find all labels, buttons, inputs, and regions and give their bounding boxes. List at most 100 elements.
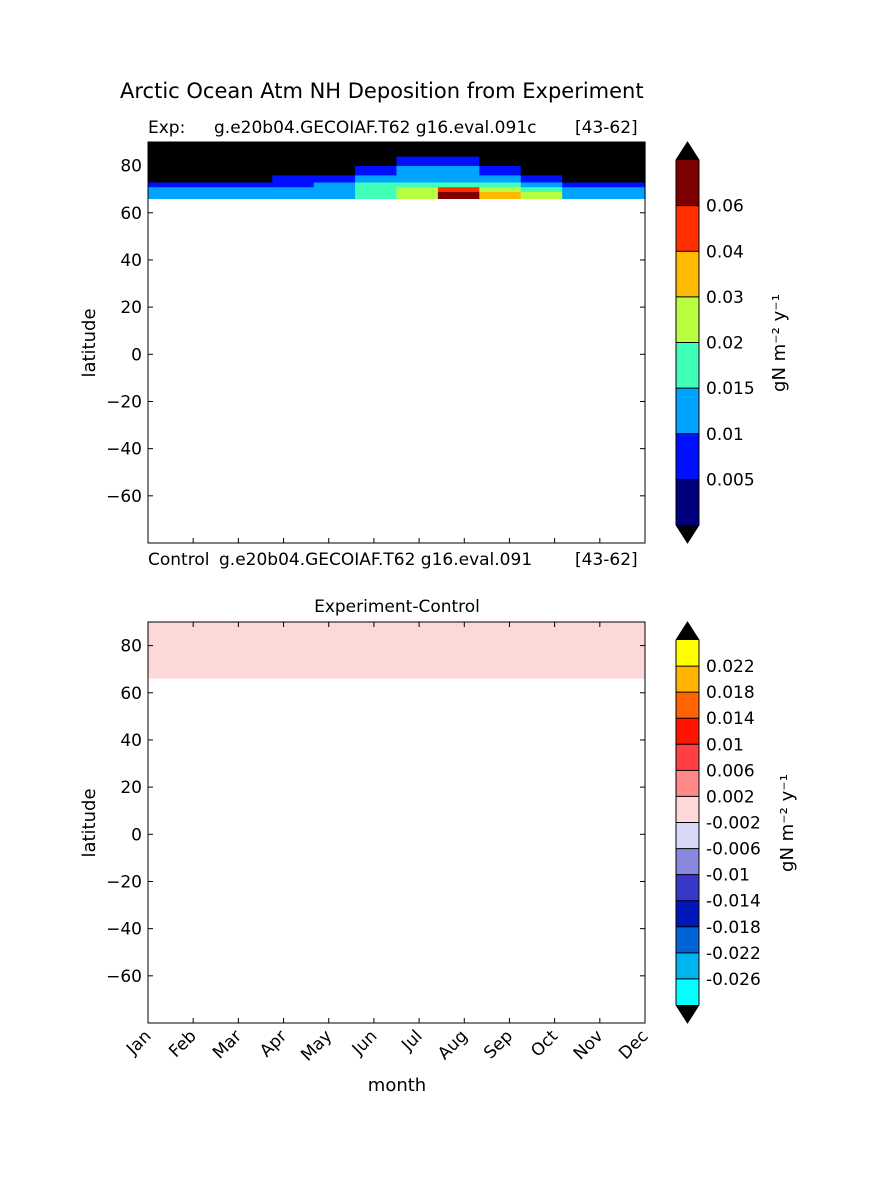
xtick-label-oct: Oct [527,1026,562,1061]
colorbar-segment [676,718,699,745]
data-cell-oct-3 [520,175,563,183]
colorbar-tick-label: 0.03 [706,288,744,308]
data-cell-feb-6 [189,142,232,157]
data-cell-feb-1 [189,186,232,192]
colorbar-tick-label: 0.002 [706,787,755,807]
ytick-label: −60 [106,967,142,987]
data-cell-feb-0 [189,191,232,200]
colorbar-segment [676,479,699,526]
top-ylabel: latitude [79,308,100,377]
colorbar-segment [676,874,699,902]
data-cell-jan-6 [148,142,191,157]
ytick-label: 0 [131,825,142,845]
colorbar-segment [676,251,699,298]
colorbar-segment [676,666,699,693]
top-colorbar-label: gN m⁻² y⁻¹ [769,294,790,392]
data-cell-dec-0 [603,191,646,200]
colorbar-under-arrow [676,525,699,543]
colorbar-segment [676,160,699,206]
data-cell-aug-0 [437,191,480,200]
xtick-label-sep: Sep [480,1026,517,1063]
xtick-label-aug: Aug [434,1026,472,1064]
data-cell-nov-1 [562,186,605,192]
colorbar-segment [676,296,699,343]
data-cell-jan-0 [148,191,191,200]
colorbar-over-arrow [676,142,699,160]
colorbar-tick-label: -0.018 [706,918,761,938]
data-cell-jul-1 [396,186,439,192]
colorbar-tick-label: 0.014 [706,709,755,729]
colorbar-under-arrow [676,1005,699,1023]
data-cell-may-1 [313,186,356,192]
figure-title: Arctic Ocean Atm NH Deposition from Expe… [120,79,644,103]
data-cell-feb-5 [189,156,232,166]
data-cell-aug-3 [437,175,480,183]
ytick-label: −40 [106,920,142,940]
ytick-label: −20 [106,392,142,412]
plot-frame [147,621,646,1024]
data-cell-jan-1 [148,186,191,192]
top-bottom-left: Control [148,550,209,570]
data-cell-apr-0 [272,191,315,200]
ytick-label: 20 [120,298,142,318]
top-bottom-right: [43-62] [575,550,638,570]
ytick-label: 80 [120,637,142,657]
data-cell-feb-2 [189,182,232,188]
colorbar-tick-label: -0.026 [706,970,761,990]
top-bottom-mid: g.e20b04.GECOIAF.T62 g16.eval.091 [219,550,532,570]
data-cell-nov-0 [562,191,605,200]
colorbar-segment [676,433,699,480]
data-cell-dec-5 [603,156,646,166]
colorbar-segment [676,822,699,849]
data-cell-sep-1 [479,186,522,192]
data-cell-oct-5 [520,156,563,166]
colorbar-tick-label: 0.005 [706,470,755,490]
colorbar-segment [676,205,699,252]
bottom-colorbar: -0.026 -0.022 -0.018 -0.014 -0.01 -0.006 -0.00… [675,621,761,1024]
data-cell-oct-2 [520,182,563,188]
data-cell-jan-3 [148,175,191,183]
colorbar-tick-label: 0.006 [706,761,755,781]
data-cell-jun-1 [355,186,398,192]
data-cell-may-0 [313,191,356,200]
colorbar-tick-label: -0.01 [706,866,750,886]
data-cell-apr-5 [272,156,315,166]
colorbar-tick-label: 0.04 [706,242,744,262]
colorbar-tick-label: -0.006 [706,840,761,860]
xtick-label-nov: Nov [570,1026,608,1064]
xtick-label-dec: Dec [615,1026,652,1063]
data-cell-oct-1 [520,186,563,192]
data-cell-feb-3 [189,175,232,183]
colorbar-segment [676,342,699,389]
top-colorbar: 0.005 0.01 0.015 0.02 0.03 0.04 0.06 [675,141,755,544]
top-subtitle-right: [43-62] [575,118,638,138]
colorbar-segment [676,388,699,435]
bottom-xlabel: month [368,1075,426,1096]
data-cell-aug-2 [437,182,480,188]
xtick-label-feb: Feb [165,1026,200,1061]
colorbar-tick-label: 0.01 [706,425,744,445]
data-cell-sep-4 [479,165,522,176]
ytick-label: −40 [106,440,142,460]
top-plot-area: 80 60 40 20 0 −20 −40 −60 [106,141,646,544]
data-cell-sep-6 [479,142,522,157]
colorbar-segment [676,926,699,954]
data-cell-mar-4 [230,165,273,176]
ytick-label: 20 [120,778,142,798]
xtick-label-jun: Jun [348,1026,382,1060]
data-cell-may-2 [313,182,356,188]
colorbar-tick-label: -0.002 [706,814,761,834]
colorbar-tick-label: 0.01 [706,735,744,755]
data-cell-mar-1 [230,186,273,192]
data-cell-jul-2 [396,182,439,188]
data-cell-feb-4 [189,165,232,176]
difference-region [148,622,645,679]
xtick-label-jul: Jul [397,1026,426,1055]
data-cell-jun-0 [355,191,398,200]
data-cell-aug-4 [437,165,480,176]
xtick-label-may: May [297,1026,336,1065]
data-cell-may-6 [313,142,356,157]
colorbar-segment [676,900,699,928]
data-cell-sep-3 [479,175,522,183]
